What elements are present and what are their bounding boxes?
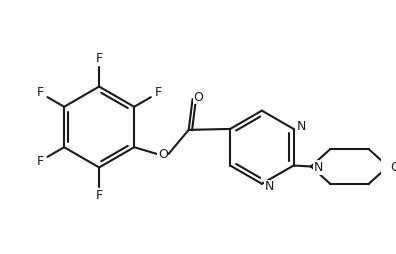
Text: O: O [193,91,203,104]
Text: F: F [36,86,44,99]
Text: F: F [95,189,103,202]
Text: N: N [297,120,306,133]
Text: O: O [390,161,396,174]
Text: N: N [314,161,323,174]
Text: F: F [155,86,162,99]
Text: F: F [36,155,44,168]
Text: F: F [95,52,103,65]
Text: N: N [265,180,274,193]
Text: O: O [158,148,168,162]
